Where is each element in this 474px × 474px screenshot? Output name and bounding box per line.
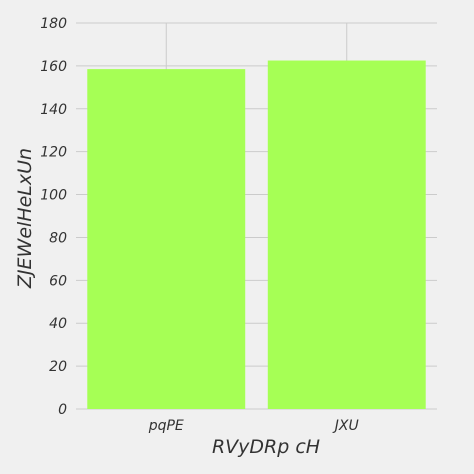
x-tick-label: JXU — [332, 418, 359, 434]
bar-pqPE — [87, 69, 246, 409]
y-tick-label: 180 — [40, 16, 67, 32]
y-tick-label: 160 — [40, 59, 67, 75]
x-tick-label: pqPE — [148, 418, 184, 434]
y-tick-label: 120 — [40, 145, 67, 161]
bar-JXU — [267, 60, 426, 410]
y-tick-label: 20 — [49, 359, 67, 375]
y-tick-label: 40 — [49, 316, 67, 332]
y-tick-label: 100 — [40, 188, 67, 204]
y-tick-label: 140 — [40, 102, 67, 118]
x-tick-labels: pqPE JXU — [148, 418, 359, 434]
y-tick-labels: 0 20 40 60 80 100 120 140 160 180 — [40, 16, 67, 418]
y-tick-label: 60 — [49, 273, 67, 289]
y-axis-title: ZJEWelHeLxUn — [14, 148, 36, 289]
bars — [87, 60, 426, 410]
y-tick-label: 80 — [49, 230, 67, 246]
y-tick-label: 0 — [58, 402, 67, 418]
x-axis-title: RVyDRp cH — [212, 436, 320, 458]
